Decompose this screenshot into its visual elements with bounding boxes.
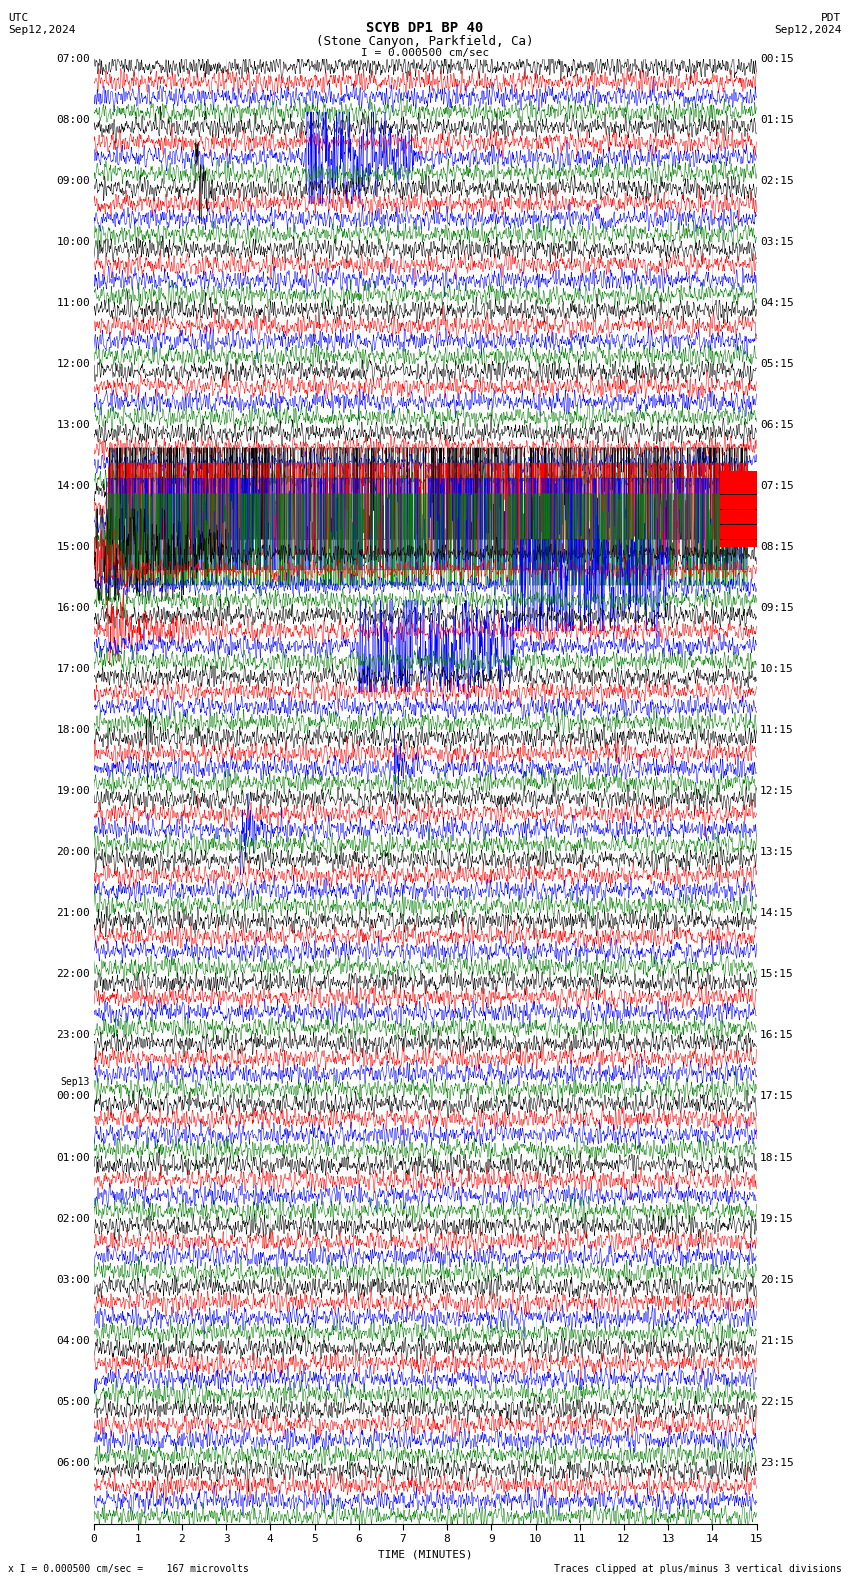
Text: SCYB DP1 BP 40: SCYB DP1 BP 40 <box>366 21 484 35</box>
Text: 22:00: 22:00 <box>56 969 90 979</box>
X-axis label: TIME (MINUTES): TIME (MINUTES) <box>377 1549 473 1560</box>
Text: 00:00: 00:00 <box>56 1091 90 1101</box>
Text: 08:00: 08:00 <box>56 114 90 125</box>
Text: I = 0.000500 cm/sec: I = 0.000500 cm/sec <box>361 48 489 57</box>
Text: Sep12,2024: Sep12,2024 <box>774 25 842 35</box>
Text: 02:15: 02:15 <box>760 176 794 185</box>
Text: 15:00: 15:00 <box>56 542 90 551</box>
Text: 04:15: 04:15 <box>760 298 794 307</box>
Text: 20:15: 20:15 <box>760 1275 794 1285</box>
Text: 07:15: 07:15 <box>760 482 794 491</box>
Text: 18:00: 18:00 <box>56 725 90 735</box>
Text: 05:00: 05:00 <box>56 1397 90 1407</box>
Text: 06:00: 06:00 <box>56 1457 90 1468</box>
Text: 17:15: 17:15 <box>760 1091 794 1101</box>
Text: 19:15: 19:15 <box>760 1213 794 1223</box>
Text: 03:15: 03:15 <box>760 236 794 247</box>
Text: 07:00: 07:00 <box>56 54 90 63</box>
Text: 00:15: 00:15 <box>760 54 794 63</box>
Bar <box>720 470 756 546</box>
Text: 14:15: 14:15 <box>760 908 794 919</box>
Text: UTC: UTC <box>8 13 29 22</box>
Text: 02:00: 02:00 <box>56 1213 90 1223</box>
Text: 10:00: 10:00 <box>56 236 90 247</box>
Text: Sep12,2024: Sep12,2024 <box>8 25 76 35</box>
Text: (Stone Canyon, Parkfield, Ca): (Stone Canyon, Parkfield, Ca) <box>316 35 534 48</box>
Text: 01:00: 01:00 <box>56 1153 90 1163</box>
Text: 15:15: 15:15 <box>760 969 794 979</box>
Text: 20:00: 20:00 <box>56 847 90 857</box>
Text: 16:15: 16:15 <box>760 1031 794 1041</box>
Text: 14:00: 14:00 <box>56 482 90 491</box>
Text: 09:00: 09:00 <box>56 176 90 185</box>
Text: 18:15: 18:15 <box>760 1153 794 1163</box>
Text: 13:15: 13:15 <box>760 847 794 857</box>
Text: 19:00: 19:00 <box>56 786 90 797</box>
Text: 04:00: 04:00 <box>56 1335 90 1346</box>
Text: PDT: PDT <box>821 13 842 22</box>
Text: 10:15: 10:15 <box>760 664 794 675</box>
Text: x I = 0.000500 cm/sec =    167 microvolts: x I = 0.000500 cm/sec = 167 microvolts <box>8 1565 249 1574</box>
Text: 06:15: 06:15 <box>760 420 794 429</box>
Text: 01:15: 01:15 <box>760 114 794 125</box>
Text: 23:00: 23:00 <box>56 1031 90 1041</box>
Text: 16:00: 16:00 <box>56 604 90 613</box>
Text: 09:15: 09:15 <box>760 604 794 613</box>
Text: 23:15: 23:15 <box>760 1457 794 1468</box>
Text: 21:00: 21:00 <box>56 908 90 919</box>
Text: 22:15: 22:15 <box>760 1397 794 1407</box>
Text: 08:15: 08:15 <box>760 542 794 551</box>
Text: 11:00: 11:00 <box>56 298 90 307</box>
Text: Traces clipped at plus/minus 3 vertical divisions: Traces clipped at plus/minus 3 vertical … <box>553 1565 842 1574</box>
Text: 12:00: 12:00 <box>56 360 90 369</box>
Text: 21:15: 21:15 <box>760 1335 794 1346</box>
Text: 13:00: 13:00 <box>56 420 90 429</box>
Text: Sep13: Sep13 <box>60 1077 90 1087</box>
Text: 11:15: 11:15 <box>760 725 794 735</box>
Text: 05:15: 05:15 <box>760 360 794 369</box>
Text: 17:00: 17:00 <box>56 664 90 675</box>
Text: 12:15: 12:15 <box>760 786 794 797</box>
Text: 03:00: 03:00 <box>56 1275 90 1285</box>
